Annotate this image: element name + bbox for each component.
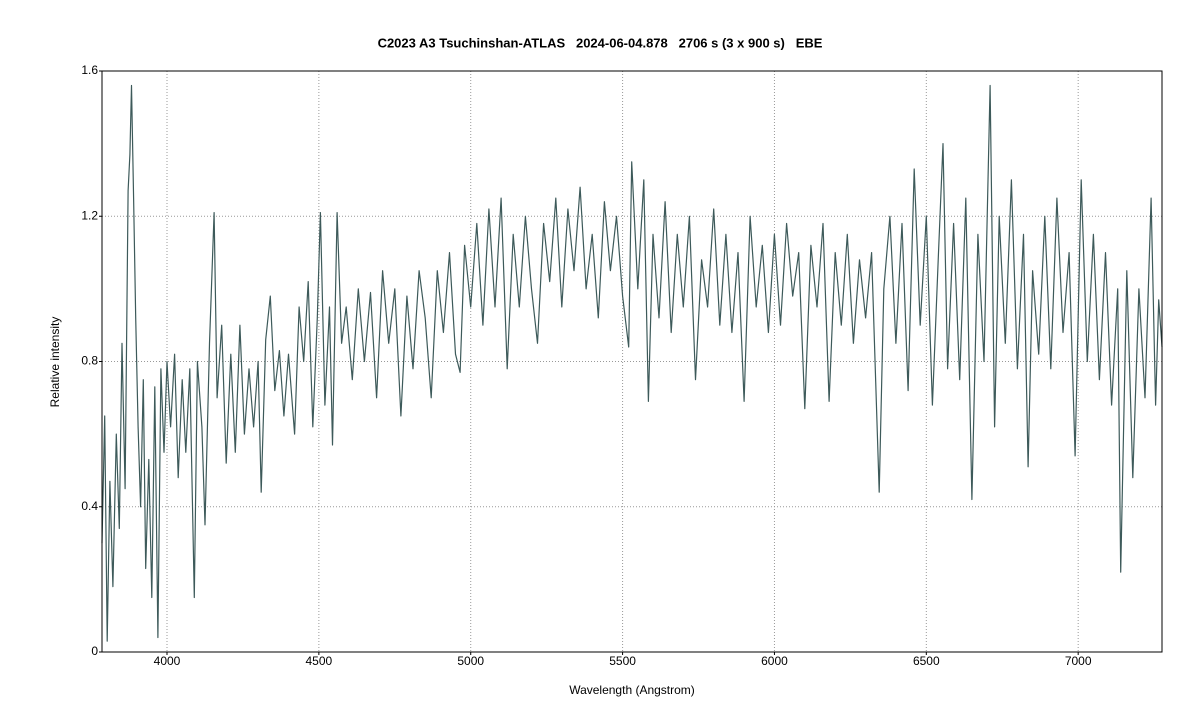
spectrum-line <box>101 84 1163 642</box>
y-tick-label: 0.4 <box>81 499 98 513</box>
y-tick-label: 0 <box>91 644 98 658</box>
x-tick-label: 5500 <box>609 654 636 668</box>
x-tick-label: 4500 <box>306 654 333 668</box>
y-tick-label: 1.2 <box>81 208 98 222</box>
x-tick-label: 6500 <box>913 654 940 668</box>
y-tick-label: 0.8 <box>81 354 98 368</box>
y-axis-label: Relative intensity <box>48 317 62 408</box>
x-tick-label: 6000 <box>761 654 788 668</box>
chart-title: C2023 A3 Tsuchinshan-ATLAS 2024-06-04.87… <box>378 35 823 50</box>
plot-frame <box>101 70 1163 653</box>
x-tick-label: 5000 <box>457 654 484 668</box>
x-tick-label: 4000 <box>154 654 181 668</box>
x-tick-label: 7000 <box>1065 654 1092 668</box>
x-axis-label: Wavelength (Angstrom) <box>569 683 695 697</box>
y-tick-label: 1.6 <box>81 63 98 77</box>
